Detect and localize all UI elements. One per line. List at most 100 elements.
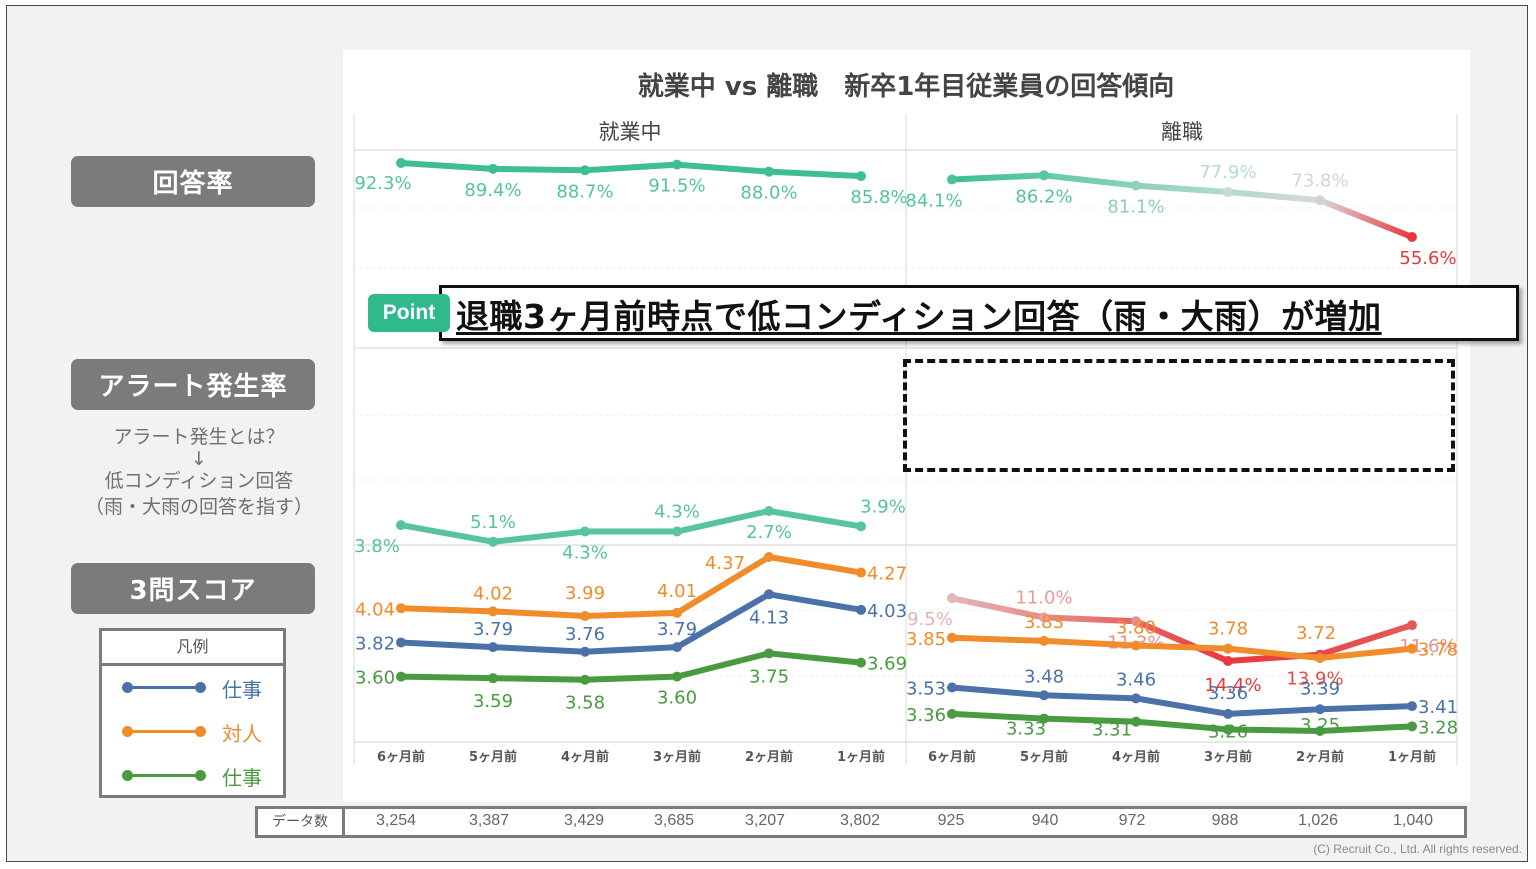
score-work-2-employed-point [764, 648, 774, 659]
score-interpersonal-employed-point [396, 603, 406, 614]
alert-rate-employed-label: 5.1% [470, 512, 516, 533]
alert-rate-employed-line [398, 508, 864, 545]
score-interpersonal-resigned-point [1315, 652, 1325, 663]
section-label-response-rate: 回答率 [71, 156, 315, 207]
alert-rate-resigned-label: 9.5% [907, 609, 953, 630]
alert-rate-employed-point [580, 526, 590, 537]
alert-rate-employed-point [396, 520, 406, 531]
alert-rate-employed-label: 3.8% [354, 536, 400, 557]
data-count-cell: 940 [1031, 812, 1059, 829]
score-work-employed-point [764, 589, 774, 600]
response-rate-employed-point [488, 163, 498, 174]
response-rate-resigned-point [1407, 232, 1417, 242]
score-interpersonal-employed-point [856, 567, 866, 578]
score-interpersonal-resigned-point [947, 632, 957, 643]
score-interpersonal-resigned-label: 3.85 [906, 629, 946, 650]
legend-item-interpersonal: 対人 [102, 710, 283, 754]
response-rate-employed-point [396, 158, 406, 168]
response-rate-employed-label: 92.3% [354, 173, 411, 194]
response-rate-employed-point [580, 165, 590, 176]
score-work-resigned-label: 3.36 [1208, 683, 1248, 704]
score-work-employed-line [398, 591, 864, 655]
score-work-2-employed-point [672, 671, 682, 682]
data-count-cell: 3,685 [653, 812, 695, 829]
x-tick-label: 4ヶ月前 [1112, 749, 1160, 765]
score-work-employed-point [488, 642, 498, 653]
x-tick-label: 3ヶ月前 [1204, 749, 1252, 765]
alert-rate-employed-point [488, 536, 498, 547]
alert-description: アラート発生とは？ ↓ 低コンディション回答 （雨・大雨の回答を指す） [72, 424, 326, 520]
score-interpersonal-employed-label: 4.27 [867, 564, 907, 585]
alert-rate-resigned-point [1407, 620, 1417, 631]
score-interpersonal-employed-label: 4.02 [473, 583, 513, 604]
data-count-cell: 1,026 [1297, 812, 1339, 829]
score-work-2-resigned-point [1039, 713, 1049, 724]
legend: 凡例 仕事 対人 仕事 [99, 628, 286, 798]
legend-title: 凡例 [102, 631, 283, 666]
score-work-employed-label: 3.79 [473, 619, 513, 640]
response-rate-resigned-label: 86.2% [1015, 186, 1072, 207]
score-work-resigned-point [1039, 690, 1049, 701]
score-work-resigned-label: 3.53 [906, 679, 946, 700]
response-rate-resigned-line [949, 172, 1415, 240]
score-interpersonal-employed-point [672, 607, 682, 618]
data-count-table: データ数 3,254 3,387 3,429 3,685 3,207 3,802 925 94… [255, 806, 1467, 838]
response-rate-employed-label: 89.4% [464, 180, 521, 201]
score-work-2-employed-label: 3.60 [355, 668, 395, 689]
score-interpersonal-employed-label: 4.04 [355, 599, 395, 620]
score-work-resigned-label: 3.46 [1116, 669, 1156, 690]
x-tick-label: 6ヶ月前 [928, 749, 976, 765]
alert-rate-employed-point [672, 526, 682, 537]
score-interpersonal-employed-label: 4.01 [657, 581, 697, 602]
score-interpersonal-resigned-label: 3.72 [1296, 623, 1336, 644]
score-work-employed-label: 3.76 [565, 624, 605, 645]
x-tick-label: 2ヶ月前 [745, 749, 793, 765]
score-work-2-resigned-label: 3.26 [1208, 721, 1248, 742]
point-text: 退職3ヶ月前時点で低コンディション回答（雨・大雨）が増加 [456, 297, 1382, 336]
alert-rate-employed-point [764, 506, 774, 516]
alert-rate-resigned-point [1131, 616, 1141, 627]
alert-rate-resigned-label: 14.4% [1204, 675, 1261, 696]
data-count-cell: 3,254 [375, 812, 417, 829]
score-work-resigned-point [947, 682, 957, 693]
score-work-2-resigned-point [1131, 716, 1141, 727]
score-work-2-employed-label: 3.75 [749, 666, 789, 687]
alert-rate-resigned-point [1223, 656, 1233, 666]
data-count-cell: 3,387 [468, 812, 510, 829]
legend-label: 仕事 [222, 678, 262, 702]
score-interpersonal-resigned-label: 3.83 [1024, 612, 1064, 633]
chart-title: 就業中 vs 離職 新卒1年目従業員の回答傾向 [638, 71, 1175, 102]
x-tick-label: 6ヶ月前 [377, 749, 425, 765]
score-work-employed-point [580, 646, 590, 657]
score-interpersonal-employed-label: 4.37 [705, 553, 745, 574]
legend-label: 仕事 [222, 766, 262, 790]
section-label-score: 3問スコア [71, 563, 315, 614]
score-work-2-resigned-line [949, 710, 1415, 734]
legend-line-icon [122, 770, 206, 781]
score-work-employed-point [672, 642, 682, 653]
score-work-2-resigned-label: 3.25 [1300, 715, 1340, 736]
legend-item-work-2: 仕事 [102, 754, 283, 798]
score-work-2-employed-label: 3.60 [657, 688, 697, 709]
alert-rate-resigned-point [1039, 612, 1049, 623]
score-interpersonal-resigned-label: 3.78 [1418, 640, 1458, 661]
score-work-2-resigned-label: 3.36 [906, 705, 946, 726]
score-work-2-resigned-point [1407, 721, 1417, 732]
score-work-2-employed-point [488, 673, 498, 684]
score-interpersonal-resigned-point [1131, 640, 1141, 651]
response-rate-resigned-label: 84.1% [905, 191, 962, 212]
x-tick-label: 5ヶ月前 [1020, 749, 1068, 765]
response-rate-employed-label: 88.0% [740, 183, 797, 204]
data-count-cell: 1,040 [1392, 812, 1434, 829]
score-work-employed-point [396, 637, 406, 648]
alert-rate-employed-label: 2.7% [746, 522, 792, 543]
score-work-2-employed-label: 3.69 [867, 654, 907, 675]
alert-rate-resigned-line [949, 595, 1415, 664]
score-work-employed-label: 3.82 [355, 633, 395, 654]
score-work-2-resigned-point [947, 708, 957, 719]
score-work-employed-label: 4.03 [867, 601, 907, 622]
legend-line-icon [122, 726, 206, 737]
data-count-cell: 925 [937, 812, 965, 829]
score-work-resigned-point [1131, 693, 1141, 704]
